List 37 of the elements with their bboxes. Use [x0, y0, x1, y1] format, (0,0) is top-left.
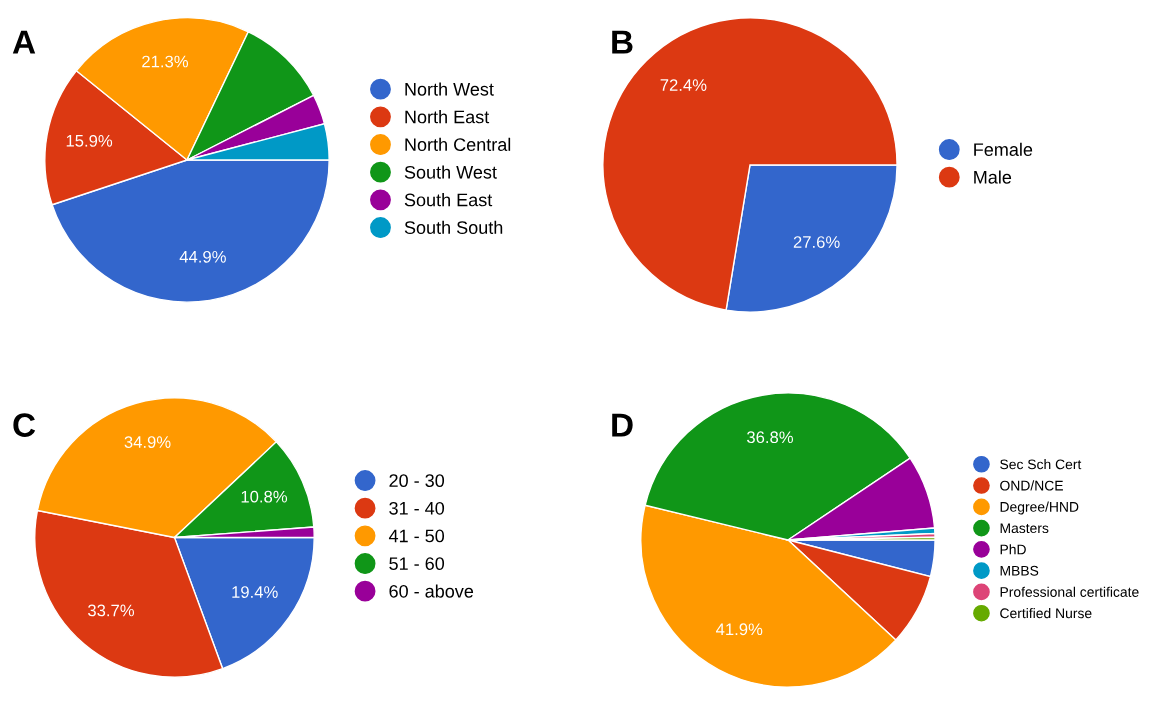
- data-label: 41.9%: [716, 623, 763, 636]
- legend-label: 20 - 30: [389, 474, 445, 488]
- legend-label: OND/NCE: [1000, 480, 1063, 491]
- data-label: 27.6%: [793, 236, 840, 248]
- legend-label: North Central: [405, 137, 511, 152]
- legend-label: Masters: [1000, 523, 1049, 534]
- data-label: 36.8%: [746, 431, 794, 444]
- pie-slice: [602, 17, 898, 311]
- chart-title: C: [13, 413, 36, 437]
- chart-title: D: [612, 413, 633, 437]
- data-label: 34.9%: [124, 436, 171, 448]
- data-label: 21.3%: [142, 55, 189, 68]
- legend-label: North East: [405, 110, 490, 124]
- legend-label: PhD: [1000, 544, 1026, 555]
- data-label: 10.8%: [241, 490, 288, 503]
- legend-label: Professional certificate: [1000, 586, 1139, 597]
- data-label: 44.9%: [179, 250, 226, 263]
- legend-label: Sec Sch Cert: [1000, 459, 1082, 470]
- data-label: 19.4%: [232, 586, 278, 598]
- legend-label: Female: [974, 142, 1033, 157]
- legend-label: 41 - 50: [388, 529, 445, 543]
- legend-label: 60 - above: [389, 584, 474, 598]
- legend-label: South East: [404, 193, 493, 207]
- legend-label: North West: [405, 82, 494, 96]
- data-label: 15.9%: [66, 134, 113, 147]
- data-label: 33.7%: [88, 604, 135, 617]
- chart-title: B: [612, 30, 633, 54]
- legend-label: 51 - 60: [389, 557, 445, 571]
- chart-title: A: [12, 30, 36, 54]
- legend-label: South West: [404, 165, 497, 179]
- legend-label: 31 - 40: [389, 501, 445, 515]
- legend-label: South South: [404, 220, 503, 235]
- legend-label: MBBS: [1000, 565, 1039, 576]
- legend-label: Certified Nurse: [1000, 608, 1092, 619]
- legend-label: Degree/HND: [1000, 501, 1079, 515]
- data-label: 72.4%: [660, 79, 707, 91]
- legend-label: Male: [974, 170, 1012, 184]
